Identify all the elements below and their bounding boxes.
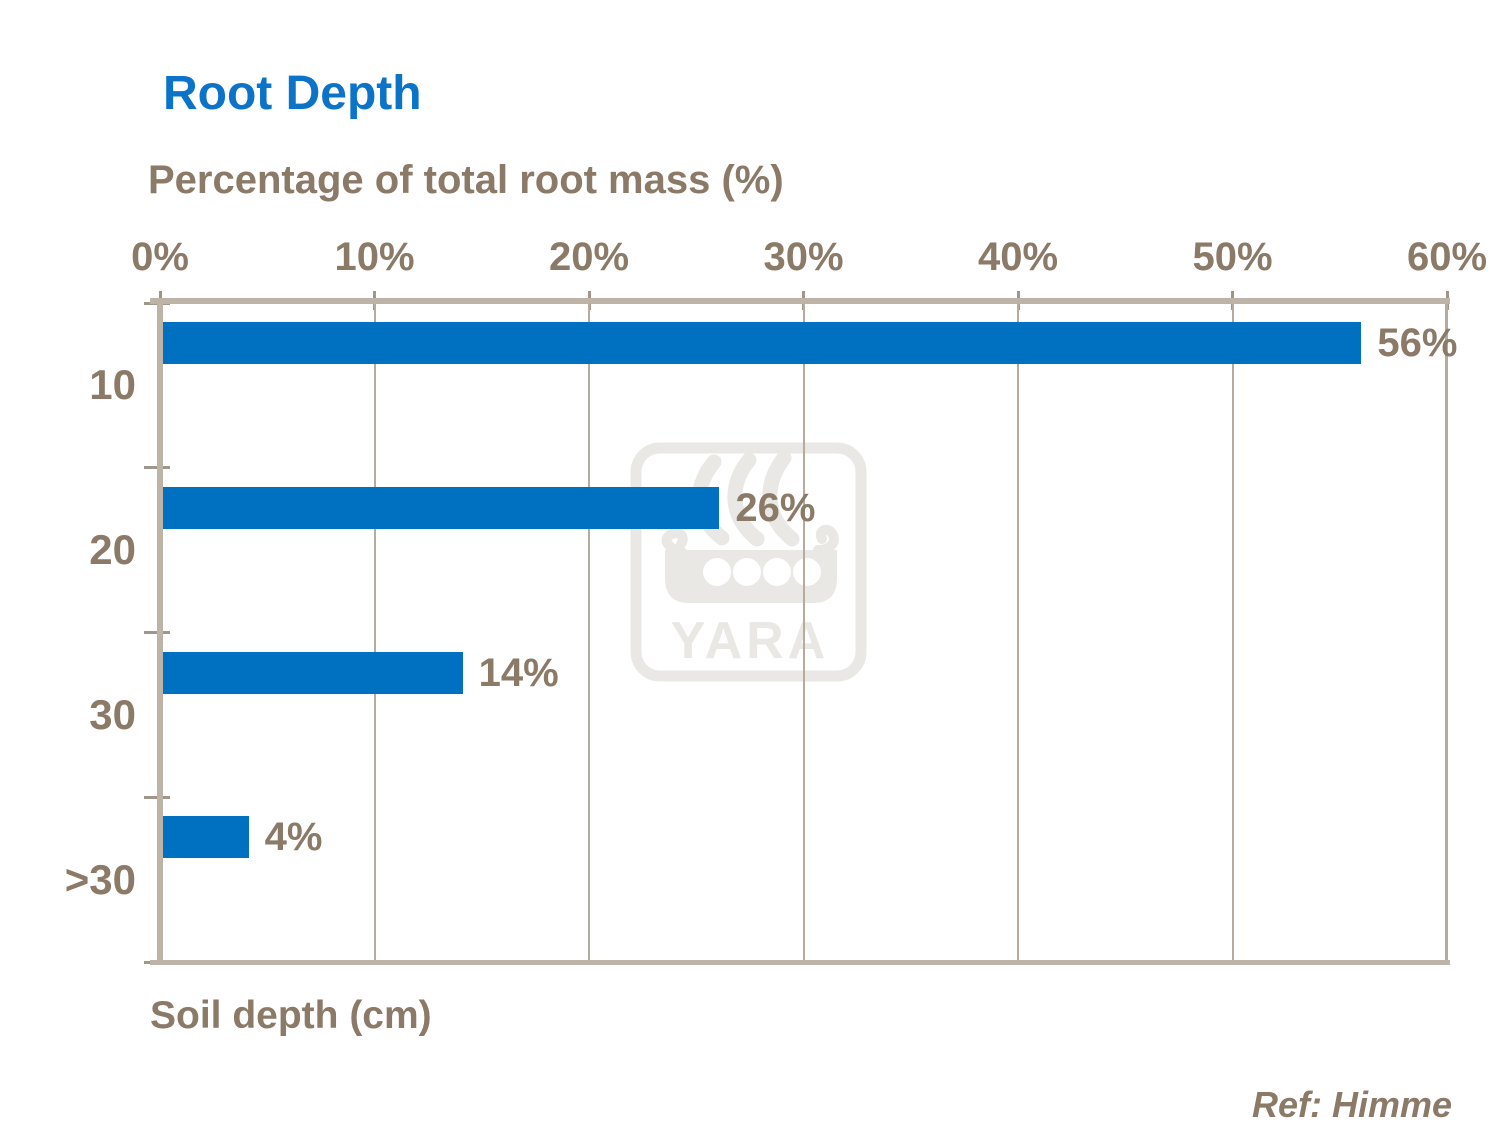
y-axis-line (157, 298, 163, 965)
bar (163, 486, 720, 529)
gridline (1231, 304, 1234, 960)
x-axis-title: Percentage of total root mass (%) (148, 158, 784, 202)
gridline (802, 304, 805, 960)
category-label: 20 (89, 526, 136, 574)
category-label: >30 (64, 855, 136, 903)
watermark-frame (630, 442, 867, 682)
gridline (1017, 304, 1019, 960)
plot-right-border (1445, 304, 1448, 960)
x-tick-label: 40% (977, 235, 1059, 279)
x-tick-label: 0% (131, 235, 189, 279)
watermark-label: YARA (671, 612, 830, 670)
bar-value-label: 4% (264, 815, 323, 860)
reference-note: Ref: Himme (1251, 1084, 1452, 1125)
yara-watermark: YARA (630, 442, 867, 682)
gridline (373, 304, 376, 960)
bar-value-label: 26% (735, 485, 816, 530)
bottom-axis-line (150, 960, 1450, 965)
gridline (588, 304, 590, 960)
x-tick-label: 10% (334, 235, 415, 279)
category-label: 10 (89, 361, 136, 409)
bar (163, 651, 463, 694)
x-axis-line (150, 298, 1450, 304)
bar-value-label: 56% (1377, 321, 1458, 365)
category-label: 30 (89, 690, 136, 738)
x-tick-label: 20% (548, 235, 630, 279)
y-axis-title: Soil depth (cm) (150, 994, 432, 1037)
bar-value-label: 14% (478, 650, 559, 695)
x-tick-label: 30% (763, 235, 844, 279)
x-tick-label: 60% (1406, 235, 1488, 279)
bar (163, 816, 249, 859)
x-tick-label: 50% (1192, 235, 1273, 279)
chart-title: Root Depth (163, 67, 422, 120)
bar (163, 322, 1362, 364)
viking-ship-icon (661, 450, 839, 603)
